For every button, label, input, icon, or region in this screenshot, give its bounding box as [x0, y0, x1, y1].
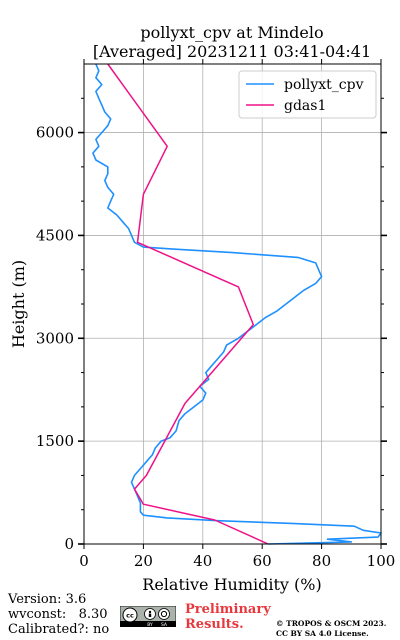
y-tick-label: 0	[64, 535, 74, 553]
preliminary-results-note: Preliminary Results.	[185, 602, 271, 632]
legend-label-gdas1: gdas1	[284, 98, 326, 114]
series-layer	[92, 63, 382, 545]
y-tick-label: 3000	[36, 329, 74, 347]
preliminary-line1: Preliminary	[185, 602, 271, 617]
svg-text:cc: cc	[126, 612, 134, 620]
copyright-line1: © TROPOS & OSCM 2023.	[276, 619, 387, 628]
x-tick-label: 0	[79, 552, 89, 570]
chart-title-line2: [Averaged] 20231211 03:41-04:41	[93, 42, 371, 61]
ticks	[78, 59, 387, 549]
legend-label-pollyxt: pollyxt_cpv	[284, 77, 364, 93]
cc-license-badge: cc BY SA	[120, 606, 176, 627]
sa-icon	[158, 608, 170, 620]
y-tick-label: 4500	[36, 226, 74, 244]
x-axis-label: Relative Humidity (%)	[142, 575, 321, 594]
x-tick-label: 20	[134, 552, 153, 570]
y-tick-labels: 0 1500 3000 4500 6000	[36, 124, 74, 553]
chart-title-line1: pollyxt_cpv at Mindelo	[140, 23, 323, 42]
version-text: Version: 3.6	[8, 592, 87, 607]
cc-icon	[122, 607, 138, 623]
y-tick-label: 1500	[36, 432, 74, 450]
x-tick-label: 40	[193, 552, 212, 570]
x-tick-label: 60	[253, 552, 272, 570]
series-line-gdas1	[107, 63, 269, 545]
y-axis-label: Height (m)	[9, 260, 28, 348]
preliminary-line2: Results.	[185, 617, 244, 632]
y-tick-label: 6000	[36, 124, 74, 142]
series-line-pollyxt_cpv	[92, 63, 382, 545]
legend: pollyxt_cpv gdas1	[238, 70, 377, 119]
copyright-note: © TROPOS & OSCM 2023. CC BY SA 4.0 Licen…	[276, 619, 386, 639]
legend-box	[238, 70, 377, 119]
x-tick-label: 100	[367, 552, 396, 570]
svg-text:BY: BY	[147, 622, 153, 627]
x-tick-labels: 0 20 40 60 80 100	[79, 552, 395, 570]
grid	[83, 64, 382, 545]
plot-frame	[83, 63, 382, 545]
wvconst-text: wvconst: 8.30	[8, 607, 108, 622]
calibrated-text: Calibrated?: no	[8, 622, 110, 637]
svg-text:SA: SA	[161, 622, 168, 627]
copyright-line2: CC BY SA 4.0 License.	[276, 629, 369, 638]
x-tick-label: 80	[312, 552, 331, 570]
